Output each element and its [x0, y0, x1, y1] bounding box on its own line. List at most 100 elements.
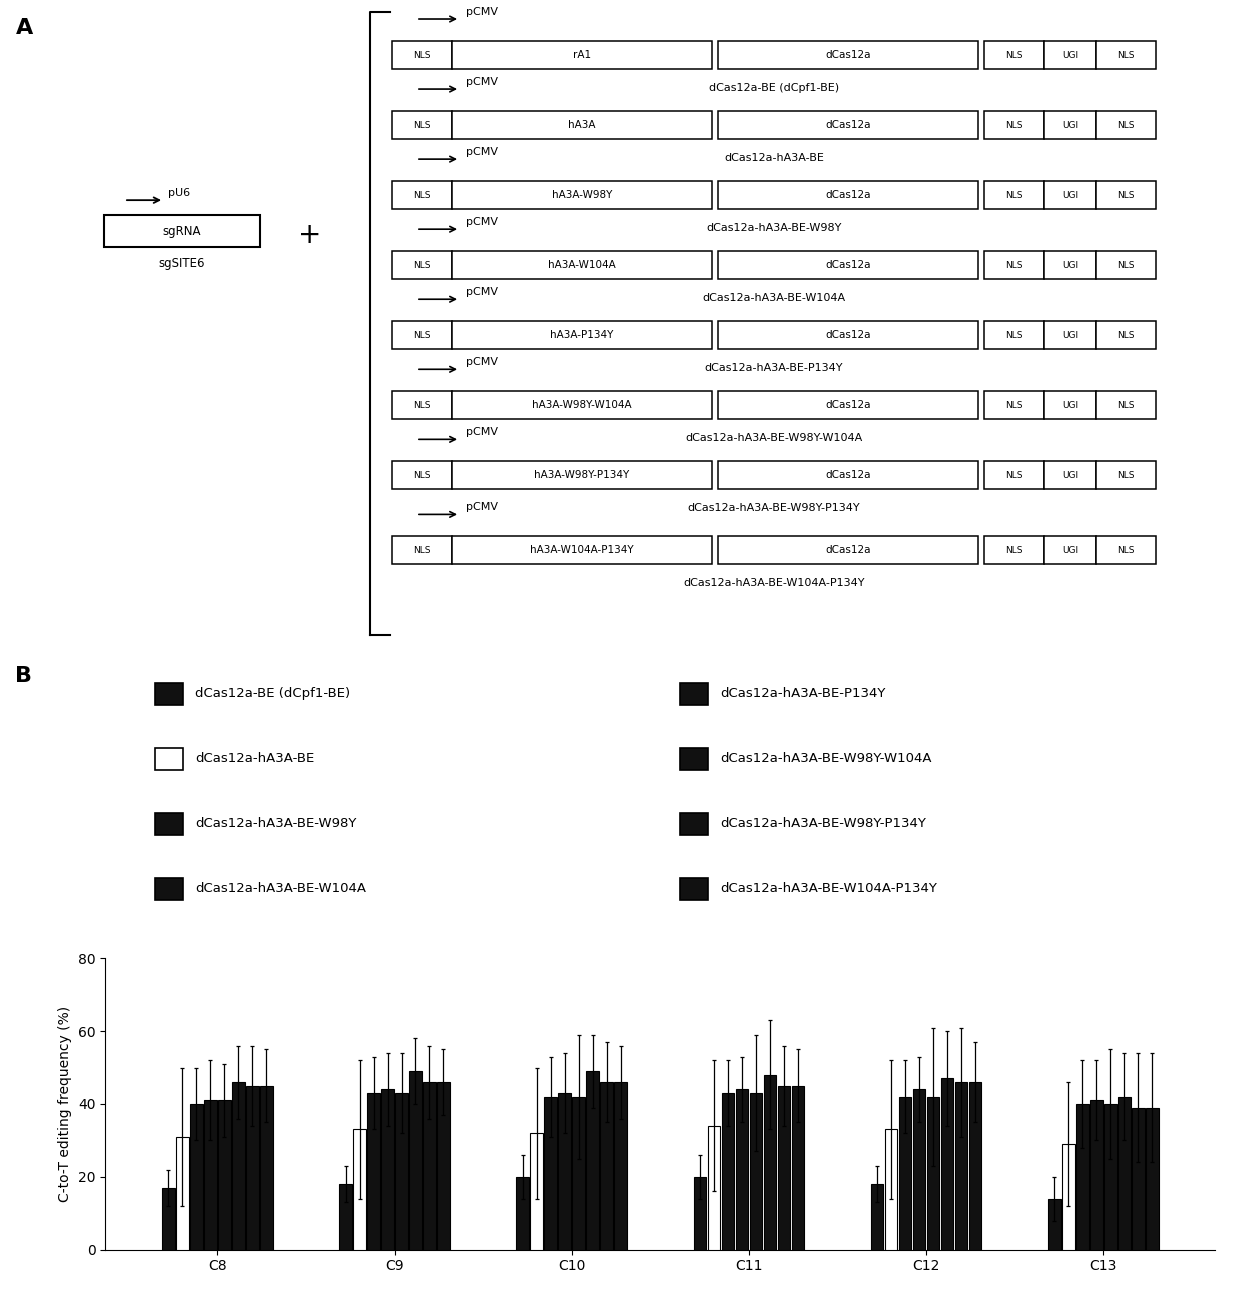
Bar: [764, 1075, 776, 1250]
Text: NLS: NLS: [413, 401, 430, 409]
Bar: [453, 536, 712, 565]
Text: dCas12a: dCas12a: [826, 260, 870, 271]
Text: NLS: NLS: [1117, 471, 1135, 480]
Text: dCas12a: dCas12a: [826, 51, 870, 60]
Bar: [1096, 251, 1156, 280]
Bar: [791, 1085, 805, 1250]
Bar: [453, 461, 712, 490]
Text: UGI: UGI: [1061, 190, 1078, 199]
Text: NLS: NLS: [1117, 546, 1135, 556]
Bar: [1132, 1107, 1145, 1250]
Text: NLS: NLS: [413, 51, 430, 60]
Text: NLS: NLS: [1117, 190, 1135, 199]
Bar: [899, 1097, 911, 1250]
Text: UGI: UGI: [1061, 120, 1078, 130]
Bar: [544, 1097, 557, 1250]
Bar: [680, 747, 708, 769]
Bar: [1044, 181, 1096, 210]
Bar: [1096, 321, 1156, 350]
Text: NLS: NLS: [1006, 190, 1023, 199]
Text: hA3A-W98Y-P134Y: hA3A-W98Y-P134Y: [534, 470, 630, 480]
Text: dCas12a-hA3A-BE-W98Y: dCas12a-hA3A-BE-W98Y: [195, 817, 356, 830]
Text: NLS: NLS: [1006, 546, 1023, 556]
Bar: [516, 1177, 529, 1250]
Bar: [453, 41, 712, 69]
Bar: [1096, 461, 1156, 490]
Bar: [1096, 181, 1156, 210]
Bar: [1048, 1199, 1060, 1250]
Bar: [1076, 1103, 1089, 1250]
Bar: [155, 813, 184, 835]
Bar: [423, 1083, 435, 1250]
Text: hA3A-W98Y-W104A: hA3A-W98Y-W104A: [532, 400, 632, 411]
Bar: [614, 1083, 627, 1250]
Bar: [777, 1085, 790, 1250]
Bar: [913, 1089, 925, 1250]
Bar: [1118, 1097, 1131, 1250]
Text: UGI: UGI: [1061, 330, 1078, 339]
Bar: [392, 41, 453, 69]
Bar: [718, 391, 978, 420]
Bar: [968, 1083, 981, 1250]
Text: hA3A-P134Y: hA3A-P134Y: [551, 330, 614, 341]
Bar: [680, 682, 708, 704]
Text: dCas12a-hA3A-BE-W98Y-W104A: dCas12a-hA3A-BE-W98Y-W104A: [720, 752, 931, 765]
Bar: [718, 536, 978, 565]
Bar: [955, 1083, 967, 1250]
Text: dCas12a-hA3A-BE-W104A-P134Y: dCas12a-hA3A-BE-W104A-P134Y: [720, 882, 937, 895]
Text: B: B: [15, 666, 32, 685]
Text: pCMV: pCMV: [466, 357, 498, 368]
Text: dCas12a-hA3A-BE-W98Y-W104A: dCas12a-hA3A-BE-W98Y-W104A: [686, 434, 863, 443]
Bar: [1044, 41, 1096, 69]
Text: NLS: NLS: [1117, 51, 1135, 60]
Bar: [573, 1097, 585, 1250]
Text: dCas12a-hA3A-BE-P134Y: dCas12a-hA3A-BE-P134Y: [720, 688, 885, 701]
Text: dCas12a-hA3A-BE: dCas12a-hA3A-BE: [724, 153, 823, 163]
Bar: [985, 181, 1044, 210]
Bar: [246, 1085, 259, 1250]
Bar: [750, 1093, 763, 1250]
Bar: [392, 111, 453, 139]
Text: pCMV: pCMV: [466, 427, 498, 438]
Text: NLS: NLS: [1117, 260, 1135, 269]
Text: NLS: NLS: [1006, 120, 1023, 130]
Text: A: A: [16, 18, 33, 38]
Bar: [392, 536, 453, 565]
Text: UGI: UGI: [1061, 401, 1078, 409]
Bar: [718, 251, 978, 280]
Text: NLS: NLS: [1006, 471, 1023, 480]
Text: pCMV: pCMV: [466, 148, 498, 157]
Bar: [718, 321, 978, 350]
Bar: [985, 536, 1044, 565]
Bar: [600, 1083, 613, 1250]
Text: NLS: NLS: [413, 471, 430, 480]
Bar: [453, 251, 712, 280]
Bar: [985, 41, 1044, 69]
Bar: [205, 1101, 217, 1250]
Text: dCas12a-hA3A-BE: dCas12a-hA3A-BE: [195, 752, 314, 765]
Bar: [531, 1133, 543, 1250]
Bar: [870, 1184, 883, 1250]
Bar: [1146, 1107, 1158, 1250]
Bar: [367, 1093, 379, 1250]
Text: dCas12a-hA3A-BE-W104A: dCas12a-hA3A-BE-W104A: [195, 882, 366, 895]
Bar: [409, 1071, 422, 1250]
Bar: [718, 181, 978, 210]
Bar: [985, 391, 1044, 420]
Text: dCas12a: dCas12a: [826, 400, 870, 411]
Text: hA3A-W104A: hA3A-W104A: [548, 260, 616, 271]
Bar: [162, 1188, 175, 1250]
Bar: [340, 1184, 352, 1250]
Bar: [985, 321, 1044, 350]
Text: NLS: NLS: [1006, 330, 1023, 339]
Bar: [392, 181, 453, 210]
Text: UGI: UGI: [1061, 471, 1078, 480]
Bar: [155, 747, 184, 769]
Bar: [1044, 461, 1096, 490]
Text: dCas12a: dCas12a: [826, 190, 870, 201]
Bar: [1061, 1143, 1075, 1250]
Text: dCas12a-hA3A-BE-W98Y: dCas12a-hA3A-BE-W98Y: [707, 223, 842, 233]
Text: dCas12a: dCas12a: [826, 470, 870, 480]
Bar: [985, 461, 1044, 490]
Bar: [155, 878, 184, 900]
